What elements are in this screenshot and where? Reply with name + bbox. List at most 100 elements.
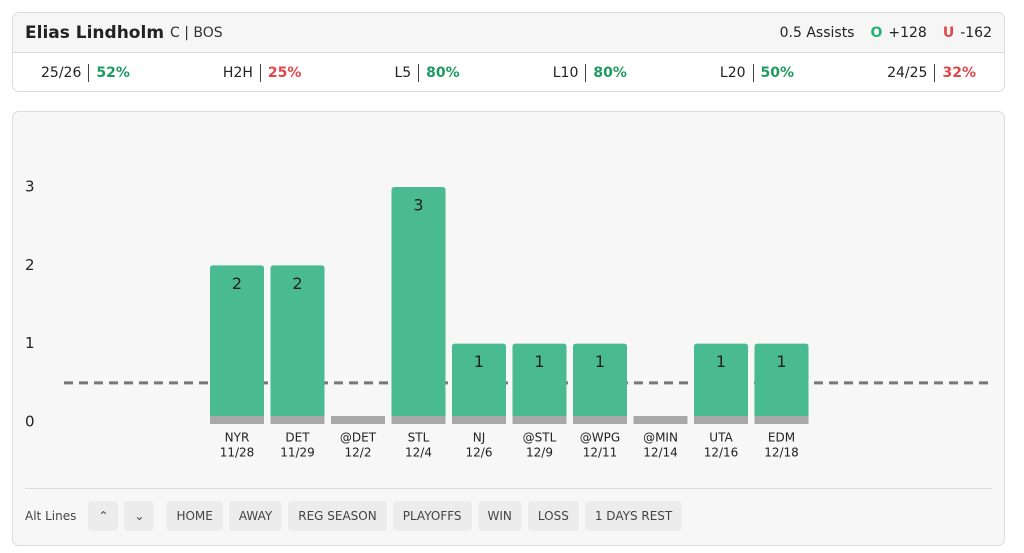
stat: L5 80%: [394, 64, 460, 82]
x-tick-label: UTA: [709, 431, 733, 445]
bar-base: [210, 416, 264, 424]
value-label: 1: [776, 352, 786, 371]
stat-separator: [418, 64, 420, 82]
stat-label: L5: [394, 65, 412, 81]
bar-base: [270, 416, 325, 424]
stat-label: 25/26: [41, 65, 82, 81]
x-tick-date: 12/18: [764, 446, 799, 460]
filter-button[interactable]: PLAYOFFS: [392, 501, 472, 531]
x-tick-date: 12/4: [405, 446, 432, 460]
bar: [210, 265, 264, 416]
stat-separator: [752, 64, 754, 82]
stat-separator: [934, 64, 936, 82]
x-tick-date: 12/16: [704, 446, 739, 460]
x-tick-date: 12/14: [643, 446, 678, 460]
filter-button[interactable]: HOME: [166, 501, 223, 531]
x-tick-label: NYR: [225, 431, 250, 445]
bar-base: [331, 416, 385, 424]
header-card: Elias Lindholm C | BOS 0.5 Assists O +12…: [12, 12, 1005, 92]
stat-value: 80%: [593, 65, 627, 81]
bar-base: [573, 416, 627, 424]
stat-separator: [259, 64, 261, 82]
value-label: 1: [534, 352, 544, 371]
bar: [512, 343, 567, 416]
alt-up[interactable]: ⌃: [88, 501, 119, 531]
filter-label: Alt Lines: [25, 509, 77, 523]
stat-value: 25%: [267, 65, 302, 81]
stat-label: L10: [552, 65, 579, 81]
bar-base: [633, 416, 688, 424]
bar: [270, 265, 325, 416]
stat-separator: [88, 64, 90, 82]
x-tick-label: @MIN: [643, 431, 678, 445]
filter-button[interactable]: WIN: [477, 501, 522, 531]
y-tick-label: 0: [25, 413, 35, 431]
bar: [391, 187, 446, 416]
stat-label: L20: [719, 65, 746, 81]
stat-value: 32%: [942, 65, 976, 81]
under-label: U: [942, 24, 955, 41]
value-label: 1: [595, 352, 605, 371]
value-label: 2: [292, 274, 302, 293]
x-tick-label: EDM: [768, 431, 795, 445]
bar-base: [512, 416, 567, 424]
value-label: 2: [232, 274, 242, 293]
y-tick-label: 2: [25, 256, 35, 274]
stat-value: 80%: [426, 65, 460, 81]
x-tick-label: NJ: [473, 431, 486, 445]
x-tick-date: 12/11: [583, 446, 618, 460]
chart-card: Alt Lines ⌃ ⌄ HOME AWAY REG SEASON PLAYOFFS…: [12, 111, 1005, 546]
bar-base: [694, 416, 748, 424]
x-tick-date: 12/9: [526, 446, 553, 460]
over-label: O: [870, 24, 883, 41]
y-tick-label: 3: [25, 178, 35, 196]
stat: L20 50%: [720, 64, 794, 82]
stat-value: 50%: [760, 65, 795, 81]
bar: [694, 343, 748, 416]
filters: Alt Lines ⌃ ⌄ HOME AWAY REG SEASON PLAYOFFS…: [25, 501, 683, 531]
x-tick-label: @WPG: [580, 431, 620, 445]
stat-label: H2H: [222, 65, 253, 81]
divider: [25, 488, 992, 489]
bar-base: [754, 416, 809, 424]
filter-button[interactable]: 1 DAYS REST: [584, 501, 683, 531]
value-label: 1: [716, 352, 726, 371]
odds: 0.5 Assists O +128 U -162: [780, 25, 992, 41]
stat-value: 52%: [96, 65, 130, 81]
player-position: C | BOS: [170, 24, 223, 41]
bar: [452, 343, 506, 416]
header-row: Elias Lindholm C | BOS 0.5 Assists O +12…: [13, 13, 1004, 53]
bar: [573, 343, 627, 416]
x-tick-label: STL: [408, 431, 430, 445]
filter-button[interactable]: REG SEASON: [288, 501, 387, 531]
x-tick-date: 11/28: [220, 446, 255, 460]
x-tick-label: @STL: [523, 431, 557, 445]
stat: 24/25 32%: [887, 64, 976, 82]
stat-separator: [585, 64, 587, 82]
bar-base: [391, 416, 446, 424]
stat: 25/26 52%: [41, 64, 130, 82]
filter-button[interactable]: LOSS: [527, 501, 579, 531]
over-odds: +128: [888, 24, 927, 41]
bar: [754, 343, 809, 416]
stat-label: 24/25: [887, 65, 928, 81]
x-tick-date: 12/2: [345, 446, 372, 460]
y-tick-label: 1: [25, 334, 35, 352]
stats-row: 25/26 52% H2H 25% L5 80% L10 80% L20 50% 24/25 32%: [13, 53, 1004, 91]
x-tick-label: DET: [285, 431, 310, 445]
bar-base: [452, 416, 506, 424]
alt-down[interactable]: ⌄: [124, 501, 155, 531]
value-label: 3: [413, 196, 423, 215]
x-tick-date: 12/6: [466, 446, 493, 460]
player-name: Elias Lindholm: [25, 22, 165, 43]
stat: L10 80%: [553, 64, 627, 82]
under-odds: -162: [960, 24, 992, 41]
value-label: 1: [474, 352, 484, 371]
x-tick-label: @DET: [340, 431, 377, 445]
x-tick-date: 11/29: [280, 446, 315, 460]
filter-button[interactable]: AWAY: [228, 501, 283, 531]
stat: H2H 25%: [223, 64, 301, 82]
market: 0.5 Assists: [779, 24, 855, 41]
